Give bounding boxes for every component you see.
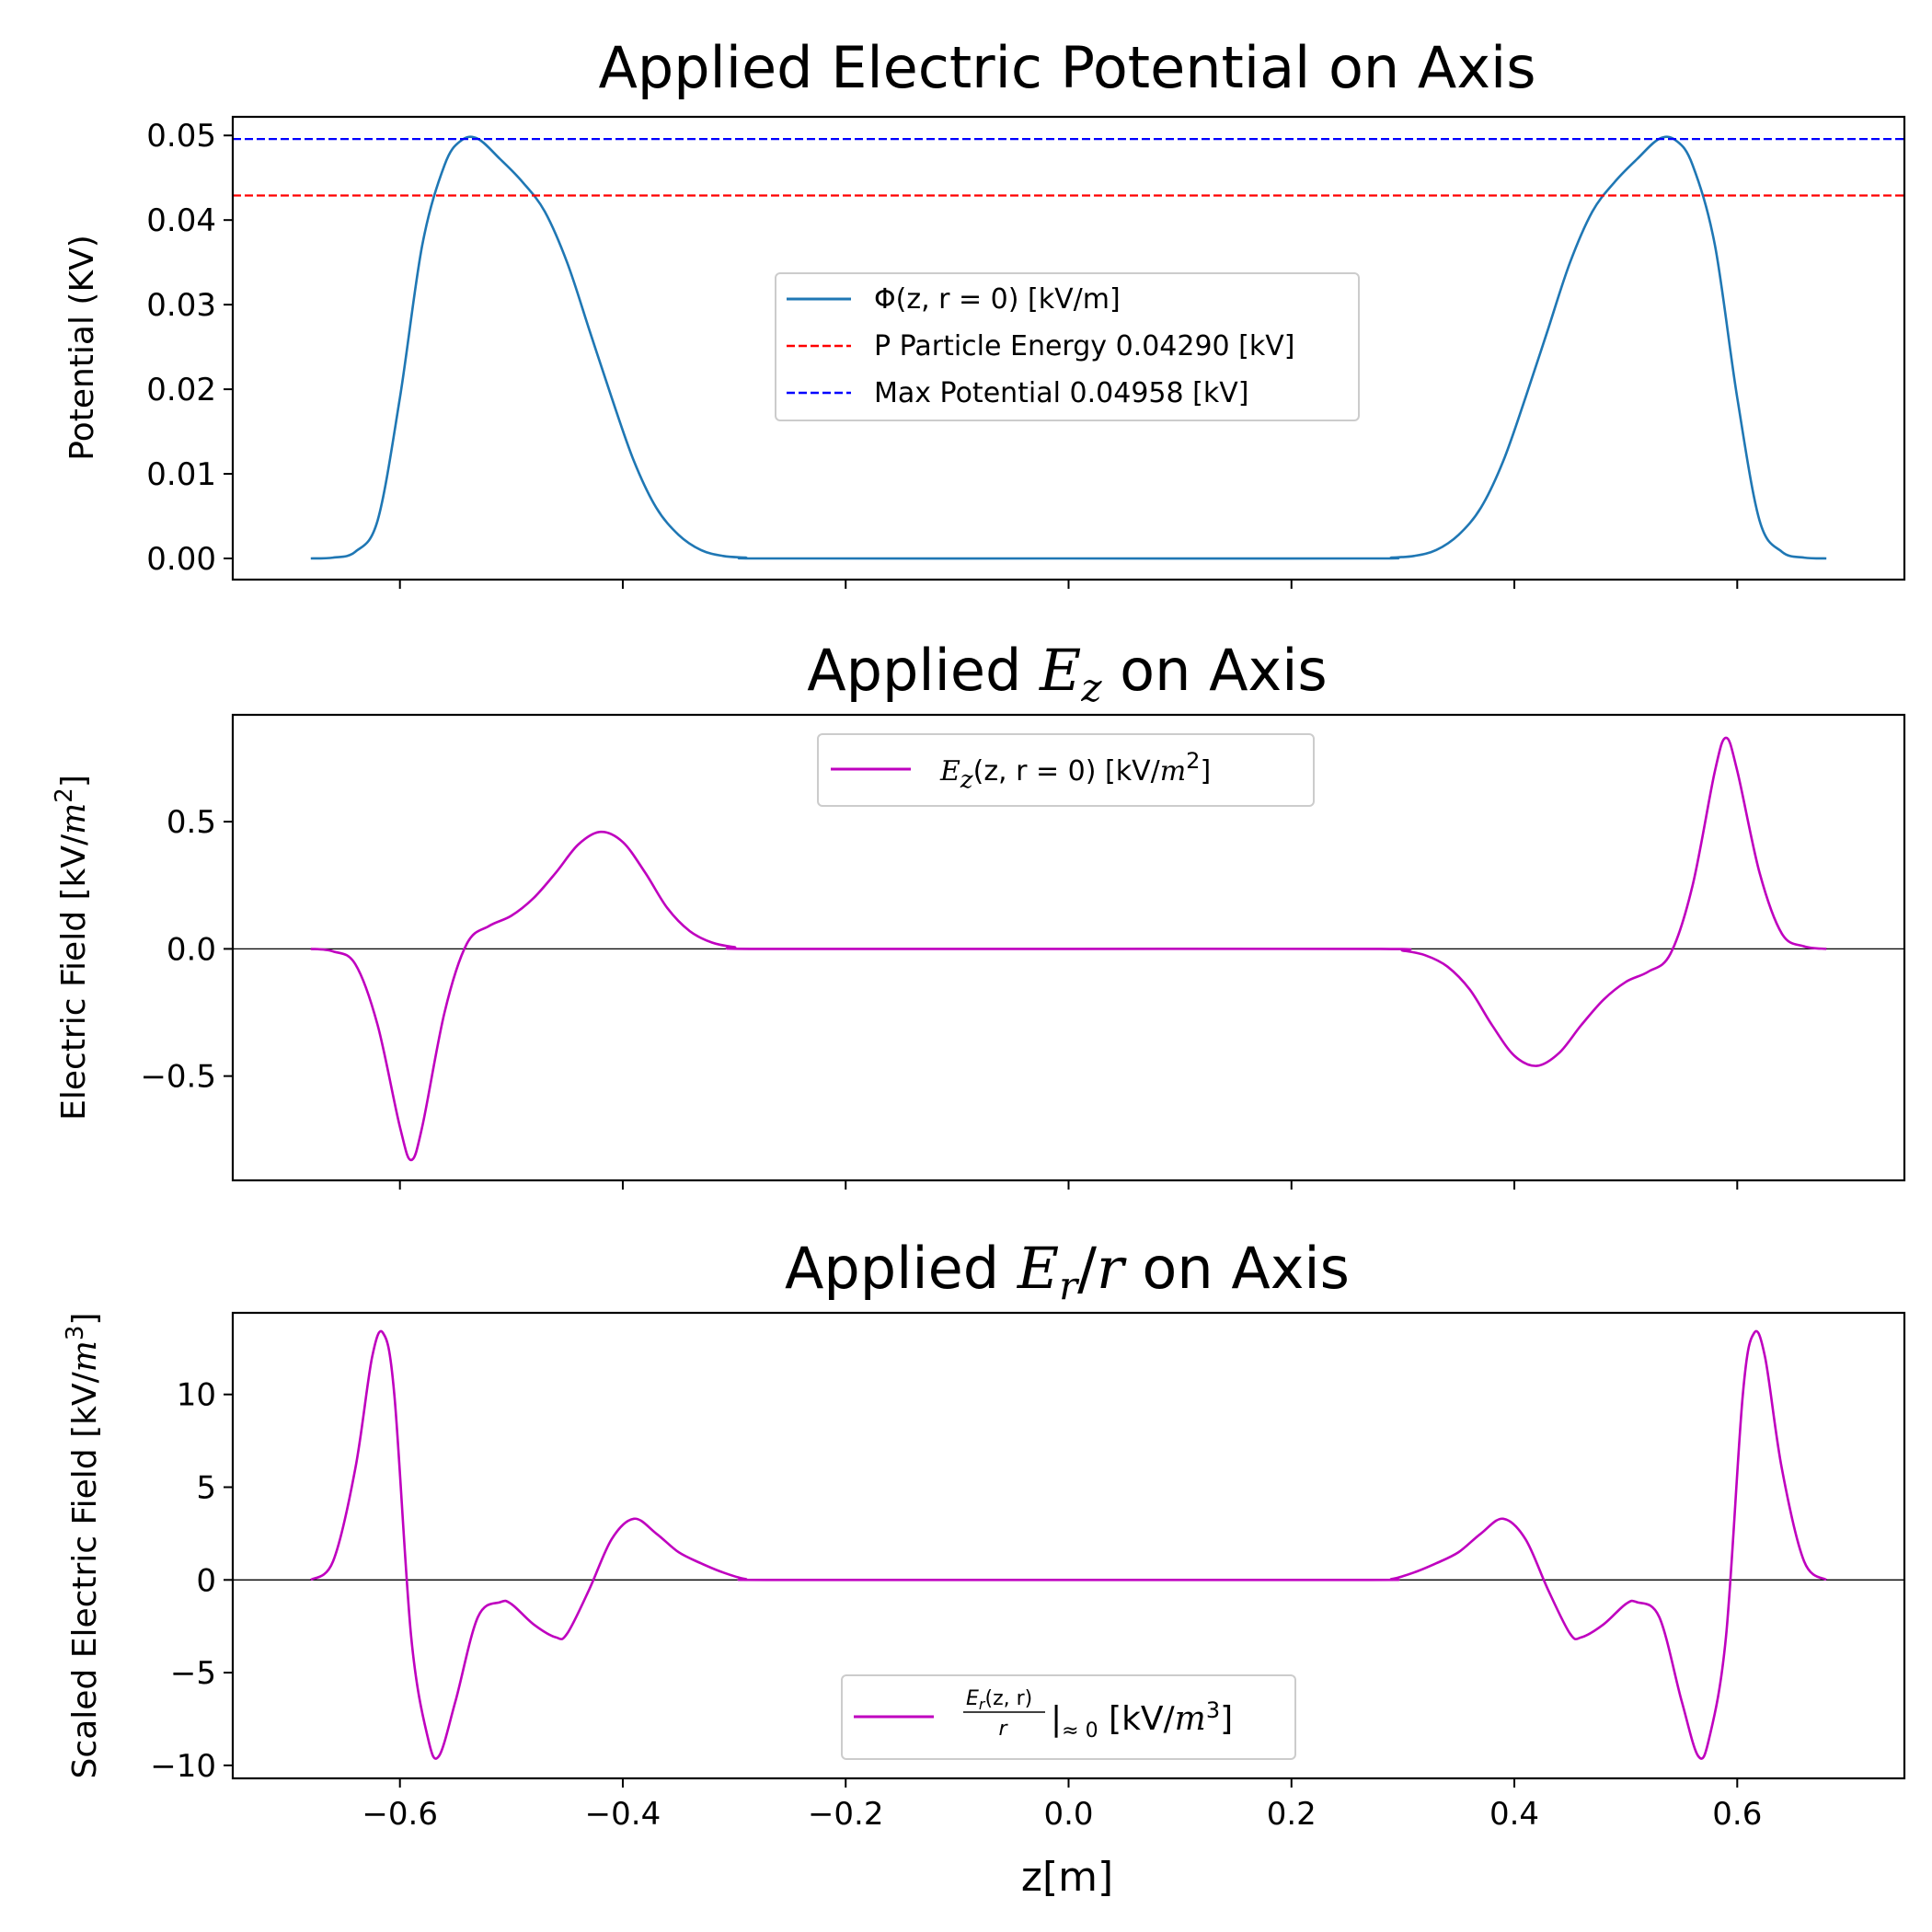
panel-3-y-tick-label: −5 <box>170 1655 216 1692</box>
legend-1-potential-label: Φ(z, r = 0) [kV/m] <box>874 283 1121 316</box>
panel-1-title: Applied Electric Potential on Axis <box>598 34 1535 101</box>
legend-1-energy-label: P Particle Energy 0.04290 [kV] <box>874 330 1294 362</box>
panel-2-title: Applied Ez on Axis <box>807 637 1327 710</box>
panel-potential: Applied Electric Potential on Axis 0.000… <box>63 34 1906 589</box>
panel-3-legend: Er(z, r) r |≈ 0 [kV/m3] <box>841 1674 1296 1760</box>
panel-3-x-tick-label: 0.4 <box>1489 1796 1539 1833</box>
panel-3-x-tick-label: 0.6 <box>1712 1796 1762 1833</box>
panel-2-y-tick-label: 0.5 <box>167 804 216 841</box>
panel-3-x-tick-label: −0.2 <box>808 1796 884 1833</box>
panel-3-y-tick-label: 5 <box>196 1469 216 1506</box>
legend-3-er-label: Er(z, r) r |≈ 0 [kV/m3] <box>963 1687 1233 1742</box>
panel-1-y-tick-label: 0.02 <box>146 372 216 408</box>
panel-3-x-tick-label: 0.0 <box>1043 1796 1093 1833</box>
panel-1-y-tick-label: 0.00 <box>146 541 216 578</box>
panel-2-y-axis-label: Electric Field [kV/m2] <box>51 775 93 1121</box>
legend-2-ez-label: Ez(z, r = 0) [kV/m2] <box>939 748 1211 794</box>
panel-3-y-tick-label: 0 <box>196 1562 216 1599</box>
panel-1-y-tick-label: 0.03 <box>146 287 216 324</box>
panel-3-frame <box>231 1311 1906 1780</box>
panel-1-y-tick-label: 0.04 <box>146 202 216 239</box>
svg-text:|≈ 0 [kV/m3]: |≈ 0 [kV/m3] <box>1051 1697 1233 1742</box>
panel-2-y-tick-label: 0.0 <box>167 931 216 968</box>
panel-ez: Applied Ez on Axis −0.5 0.0 0.5 Electric F… <box>51 637 1906 1190</box>
panel-3-x-tick-label: −0.4 <box>585 1796 661 1833</box>
panel-3-series-line <box>309 1329 1828 1760</box>
panel-3-y-tick-label: 10 <box>177 1377 216 1414</box>
panel-2-frame <box>231 713 1906 1182</box>
panel-3-y-tick-label: −10 <box>150 1748 216 1785</box>
panel-3-x-tick-label: −0.6 <box>362 1796 438 1833</box>
svg-text:Er(z, r): Er(z, r) <box>966 1687 1032 1713</box>
panel-2-y-tick-label: −0.5 <box>140 1059 216 1096</box>
panel-er: Applied Er/r on Axis −0.6 −0.4 −0.2 0.0 0.2 0… <box>62 1235 1906 1901</box>
panel-1-y-tick-label: 0.05 <box>146 118 216 155</box>
panel-3-title: Applied Er/r on Axis <box>785 1235 1350 1308</box>
panel-1-y-axis-label: Potential (KV) <box>63 235 101 460</box>
panel-1-frame <box>231 115 1906 581</box>
svg-text:r: r <box>998 1718 1008 1741</box>
panel-3-plot-area: −0.6 −0.4 −0.2 0.0 0.2 0.4 0.6 −10 −5 0 5 10 <box>150 1329 1904 1833</box>
panel-2-legend: Ez(z, r = 0) [kV/m2] <box>817 733 1315 807</box>
panel-2-series-line <box>310 736 1827 1162</box>
x-axis-label: z[m] <box>1021 1854 1113 1901</box>
legend-1-max-label: Max Potential 0.04958 [kV] <box>874 377 1248 409</box>
panel-2-plot-area: −0.5 0.0 0.5 <box>140 736 1904 1190</box>
panel-1-legend: Φ(z, r = 0) [kV/m] P Particle Energy 0.0… <box>775 272 1360 421</box>
panel-3-x-tick-label: 0.2 <box>1267 1796 1317 1833</box>
panel-1-plot-area: 0.00 0.01 0.02 0.03 0.04 0.05 <box>146 118 1904 589</box>
panel-3-y-axis-label: Scaled Electric Field [kV/m3] <box>62 1313 104 1779</box>
panel-1-y-tick-label: 0.01 <box>146 456 216 493</box>
